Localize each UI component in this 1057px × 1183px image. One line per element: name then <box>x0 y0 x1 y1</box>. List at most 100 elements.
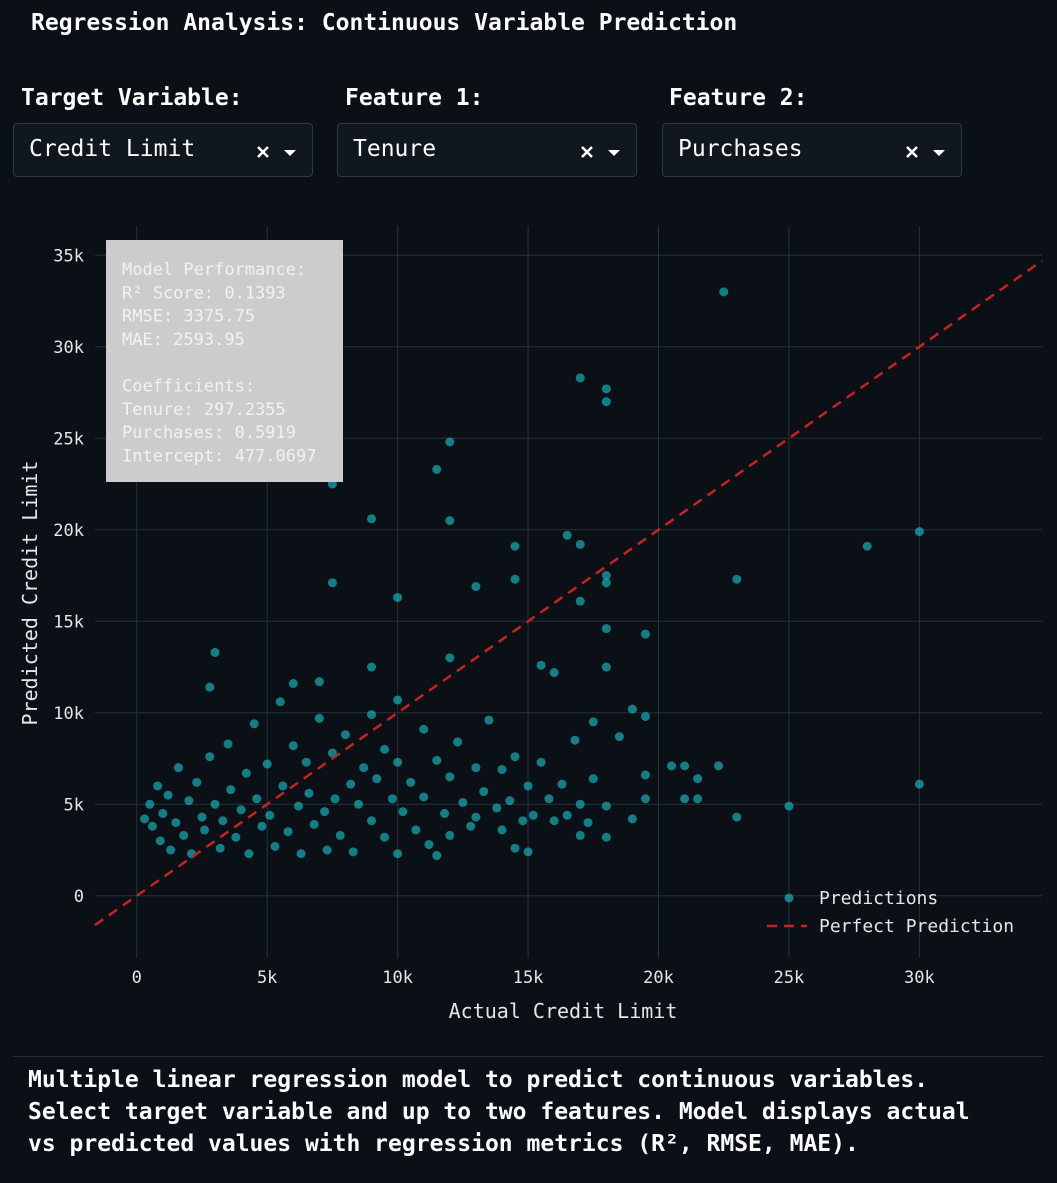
data-point <box>601 624 611 634</box>
y-tick-label: 30k <box>53 338 84 358</box>
data-point <box>601 662 611 672</box>
data-point <box>166 845 176 855</box>
data-point <box>601 397 611 407</box>
data-point <box>588 717 598 727</box>
dropdown-icons[interactable] <box>905 142 949 162</box>
data-point <box>518 816 528 826</box>
page-title: Regression Analysis: Continuous Variable… <box>31 10 738 36</box>
data-point <box>205 682 215 692</box>
data-point <box>184 796 194 806</box>
data-point <box>147 821 157 831</box>
dropdown[interactable]: Credit Limit <box>13 123 313 177</box>
data-point <box>372 774 382 784</box>
control-label: Feature 2: <box>669 85 808 111</box>
x-tick-label: 20k <box>643 968 674 988</box>
annotation-text: Intercept: 477.0697 <box>122 446 316 466</box>
data-point <box>627 814 637 824</box>
data-point <box>432 851 442 861</box>
control-label: Target Variable: <box>21 85 243 111</box>
data-point <box>510 843 520 853</box>
annotation-text: Model Performance: <box>122 260 306 280</box>
data-point <box>210 647 220 657</box>
data-point <box>367 662 377 672</box>
data-point <box>484 715 494 725</box>
data-point <box>367 816 377 826</box>
data-point <box>640 770 650 780</box>
data-point <box>562 810 572 820</box>
dropdown[interactable]: Tenure <box>337 123 637 177</box>
data-point <box>667 761 677 771</box>
data-point <box>348 847 358 857</box>
y-tick-label: 15k <box>53 612 84 632</box>
data-point <box>301 757 311 767</box>
data-point <box>393 757 403 767</box>
data-point <box>471 582 481 592</box>
data-point <box>367 514 377 524</box>
data-point <box>398 807 408 817</box>
data-point <box>393 695 403 705</box>
data-point <box>640 629 650 639</box>
data-point <box>445 830 455 840</box>
data-point <box>309 819 319 829</box>
data-point <box>359 763 369 773</box>
data-point <box>575 373 585 383</box>
dropdown-icons[interactable] <box>580 142 624 162</box>
data-point <box>471 812 481 822</box>
data-point <box>424 840 434 850</box>
data-point <box>575 596 585 606</box>
data-point <box>192 777 202 787</box>
data-point <box>419 724 429 734</box>
y-tick-label: 25k <box>53 429 84 449</box>
data-point <box>367 710 377 720</box>
annotation-text: Tenure: 297.2355 <box>122 400 286 420</box>
data-point <box>492 803 502 813</box>
data-point <box>241 768 251 778</box>
data-point <box>288 741 298 751</box>
description: Multiple linear regression model to pred… <box>28 1067 929 1093</box>
data-point <box>262 759 272 769</box>
data-point <box>173 763 183 773</box>
data-point <box>179 830 189 840</box>
data-point <box>601 578 611 588</box>
data-point <box>575 799 585 809</box>
data-point <box>419 792 429 802</box>
data-point <box>320 807 330 817</box>
data-point <box>497 765 507 775</box>
data-point <box>693 774 703 784</box>
data-point <box>265 810 275 820</box>
dropdown-icons[interactable] <box>256 142 300 162</box>
data-point <box>505 796 515 806</box>
dropdown-value: Purchases <box>678 136 803 162</box>
x-tick-label: 10k <box>382 968 413 988</box>
data-point <box>601 832 611 842</box>
data-point <box>210 799 220 809</box>
x-tick-label: 25k <box>774 968 805 988</box>
data-point <box>445 437 455 447</box>
y-tick-label: 35k <box>53 246 84 266</box>
data-point <box>275 697 285 707</box>
data-point <box>510 541 520 551</box>
data-point <box>640 711 650 721</box>
data-point <box>497 825 507 835</box>
data-point <box>732 812 742 822</box>
y-axis-title: Predicted Credit Limit <box>18 461 42 726</box>
separator <box>13 1056 1043 1057</box>
data-point <box>627 704 637 714</box>
data-point <box>466 821 476 831</box>
data-point <box>570 735 580 745</box>
data-point <box>304 788 314 798</box>
data-point <box>575 539 585 549</box>
dropdown[interactable]: Purchases <box>662 123 962 177</box>
data-point <box>536 757 546 767</box>
y-tick-label: 5k <box>64 795 84 815</box>
data-point <box>257 821 267 831</box>
annotation-text: Purchases: 0.5919 <box>122 423 296 443</box>
chart: 0 5k 10k 15k 20k 25k 30k 0 5k 10k 15k 20k 25k 30k 35k A… <box>18 226 1043 1023</box>
data-point <box>393 592 403 602</box>
data-point <box>471 763 481 773</box>
data-point <box>453 737 463 747</box>
data-point <box>714 761 724 771</box>
data-point <box>557 779 567 789</box>
dropdown-value: Tenure <box>353 136 437 162</box>
